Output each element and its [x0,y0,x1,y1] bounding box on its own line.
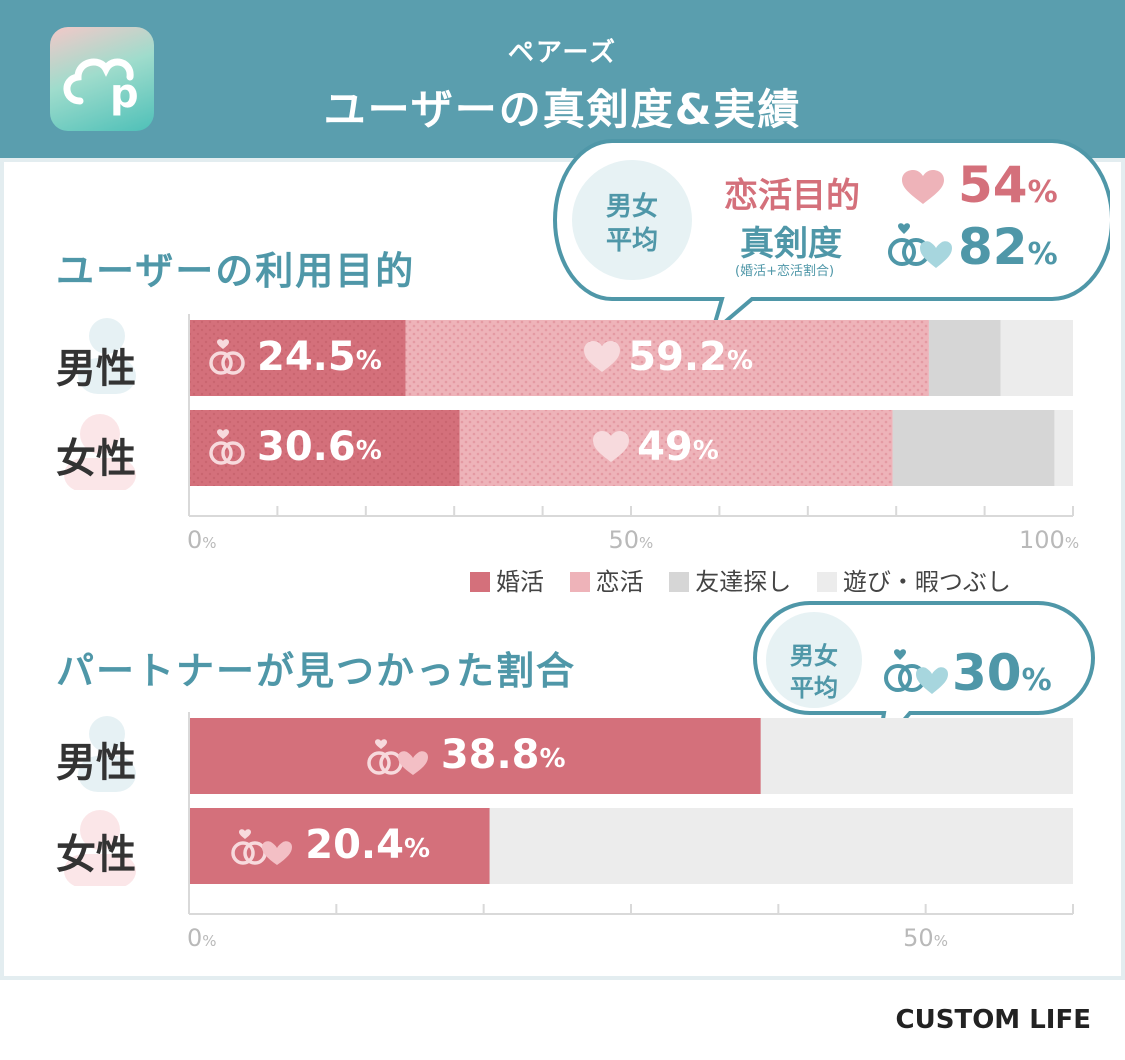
purpose-avg-label-2: 平均 [605,226,658,256]
rings-heart-icon [888,223,952,268]
x-tick-label: 100% [1019,526,1080,554]
bar-unit: % [355,346,382,376]
svg-text:p: p [110,71,139,117]
x-tick-label: 0% [187,924,217,952]
bar-value: 49 [637,424,693,470]
found-avg-value: 30% [952,644,1052,702]
purpose-label-shinken: 真剣度 [740,224,842,264]
bar-label-renkatsu: 59.2% [582,334,753,380]
heart-icon [902,170,944,204]
male-person-icon [78,318,136,394]
header-subtitle: ペアーズ [507,38,618,68]
row-label-female: 女性 [56,436,136,482]
bar-unit: % [539,744,566,774]
purpose-chart [188,314,1074,517]
purpose-value-1: 54% [958,156,1058,214]
header-banner: p ペアーズ ユーザーの真剣度&実績 [0,0,1125,158]
legend-item-konkatsu: 婚活 [470,568,544,596]
bar-segment-4 [1054,410,1073,486]
bar-segment-2 [405,320,929,396]
found-chart [188,712,1074,915]
row-label-female: 女性 [56,832,136,878]
found-section-title: パートナーが見つかった割合 [56,649,577,693]
bar-found [189,718,761,794]
header-title: ユーザーの真剣度&実績 [323,85,802,134]
legend-label-asobi: 遊び・暇つぶし [842,568,1011,596]
female-person-icon [64,414,136,490]
female-person-icon [64,810,136,886]
legend-label-konkatsu: 婚活 [496,568,544,596]
pairs-logo: p [50,27,154,131]
bar-found [189,808,490,884]
bar-unit: % [403,834,431,864]
bar-icon [229,823,299,867]
purpose-avg-label-1: 男女 [605,192,658,222]
bar-segment-3 [892,410,1055,486]
bar-segment-4 [1000,320,1073,396]
bar-value: 59.2 [628,334,727,380]
bar-label-konkatsu: 24.5% [207,334,382,380]
purpose-bubble [553,139,1110,338]
legend-label-tomodachi: 友達探し [695,568,792,596]
bar-value: 30.6 [257,424,356,470]
purpose-label-renkatsu: 恋活目的 [724,176,860,216]
found-avg-label-2: 平均 [790,674,838,702]
legend-swatch-asobi [816,572,837,592]
bar-segment-1 [189,410,460,486]
x-tick-label: 50% [608,526,654,554]
bar-label-found: 20.4% [229,822,430,868]
bar-unit: % [726,346,753,376]
bar-segment-2 [459,410,893,486]
rings-heart-icon [884,649,948,694]
bar-label-renkatsu: 49% [591,424,719,470]
bar-icon [582,339,622,375]
bar-icon [207,427,251,467]
bar-value: 38.8 [440,732,540,778]
bar-unit: % [692,436,719,466]
legend-label-renkatsu: 恋活 [595,568,644,596]
bar-label-konkatsu: 30.6% [207,424,382,470]
legend-item-tomodachi: 友達探し [669,568,791,596]
found-avg-label-1: 男女 [790,642,838,670]
x-tick-label: 0% [187,526,217,554]
purpose-value-2: 82% [958,218,1058,276]
bar-icon [207,337,251,377]
purpose-label-note: (婚活+恋活割合) [735,264,835,279]
row-label-male: 男性 [56,346,136,392]
legend-swatch-tomodachi [669,572,690,592]
purpose-section-title: ユーザーの利用目的 [56,249,416,293]
legend-item-renkatsu: 恋活 [569,568,644,596]
bar-label-found: 38.8% [365,732,566,778]
legend-swatch-renkatsu [569,572,590,592]
bar-icon [365,733,435,777]
bar-value: 24.5 [257,334,356,380]
legend-item-asobi: 遊び・暇つぶし [816,568,1011,596]
bar-icon [591,429,631,465]
credit-logo: CUSTOM LIFE [895,1005,1091,1035]
male-person-icon [78,716,136,792]
bar-unit: % [355,436,382,466]
purpose-legend: 婚活 恋活 友達探し 遊び・暇つぶし [470,562,1011,597]
legend-swatch-konkatsu [470,572,490,592]
bar-value: 20.4 [305,822,404,868]
x-tick-label: 50% [903,924,948,952]
row-label-male: 男性 [56,740,136,786]
bar-segment-3 [928,320,1001,396]
